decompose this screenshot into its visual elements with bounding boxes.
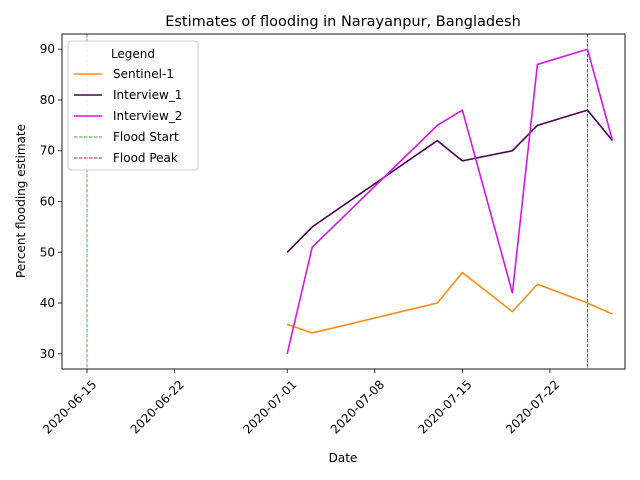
x-tick-label: 2020-07-22 xyxy=(503,377,562,436)
legend-entry: Flood Peak xyxy=(113,151,178,165)
x-axis-label: Date xyxy=(329,451,358,465)
x-tick-label: 2020-07-15 xyxy=(415,377,474,436)
legend-entry: Interview_2 xyxy=(113,109,182,123)
x-tick-label: 2020-06-22 xyxy=(128,377,187,436)
legend-entry: Sentinel-1 xyxy=(113,67,174,81)
legend-title: Legend xyxy=(111,47,155,61)
series-line-sentinel-1 xyxy=(286,271,613,334)
y-tick-label: 90 xyxy=(40,42,55,56)
y-axis-label: Percent flooding estimate xyxy=(14,124,28,278)
y-tick-label: 40 xyxy=(40,296,55,310)
legend-entry: Interview_1 xyxy=(113,88,182,102)
y-tick-label: 60 xyxy=(40,195,55,209)
series-line-interview-1 xyxy=(286,109,614,253)
y-tick-label: 70 xyxy=(40,144,55,158)
y-tick-label: 80 xyxy=(40,93,55,107)
x-tick-label: 2020-07-08 xyxy=(328,377,387,436)
legend: Legend Sentinel-1 Interview_1 Interview_2 Fl… xyxy=(67,40,199,171)
x-tick-label: 2020-07-01 xyxy=(240,377,299,436)
chart-title: Estimates of flooding in Narayanpur, Ban… xyxy=(165,14,521,30)
series-line-interview-2 xyxy=(286,48,614,354)
x-tick-label: 2020-06-15 xyxy=(40,377,99,436)
y-tick-label: 50 xyxy=(40,245,55,259)
legend-entry: Flood Start xyxy=(113,130,179,144)
y-tick-label: 30 xyxy=(40,347,55,361)
